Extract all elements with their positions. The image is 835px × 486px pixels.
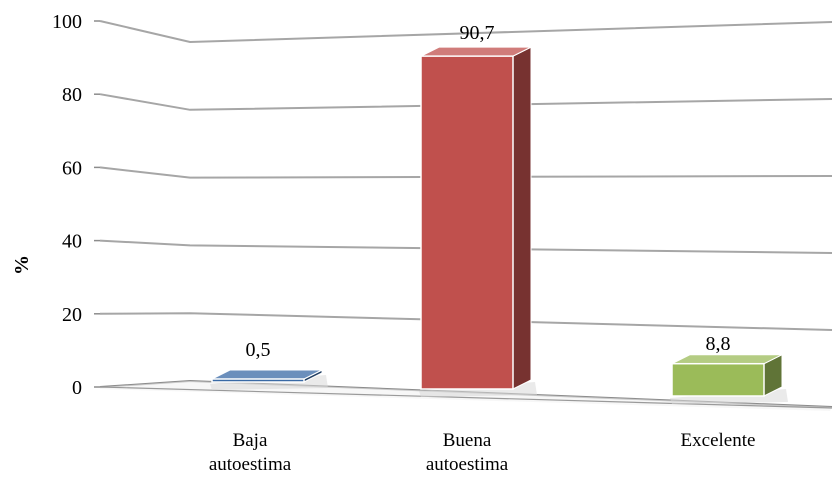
bar-3 [670,353,788,404]
gridline [99,239,833,254]
x-category-label-line: Buena [443,430,492,451]
floor-front-edge [99,386,833,409]
gridline [99,312,833,331]
bar-front [420,55,514,390]
data-label: 8,8 [706,333,731,355]
y-tick-label: 20 [62,304,82,326]
x-category-label: Baja autoestima [209,430,292,475]
x-category-label-line: Baja [233,430,268,451]
bar-top [211,369,323,380]
bar-1 [210,369,328,390]
bar-top [671,354,783,365]
y-tick-label: 100 [52,11,82,33]
y-axis-title: % [11,255,33,275]
bar-front [671,362,765,397]
bar-2 [419,46,537,397]
bar-top [420,46,532,57]
y-tick-label: 60 [62,157,82,179]
x-category-label-line: autoestima [209,454,292,475]
data-label: 0,5 [246,339,271,361]
bars [210,46,788,404]
gridline [99,166,833,179]
gridline [99,93,833,111]
x-category-label-line: Excelente [681,430,756,451]
x-category-label: Excelente [681,430,756,451]
bar-side [512,46,532,390]
y-tick-label: 40 [62,231,82,253]
gridline [99,20,833,44]
y-tick-label: 80 [62,84,82,106]
y-tick-label: 0 [72,377,82,399]
x-category-label: Buena autoestima [426,430,509,475]
data-label: 90,7 [460,22,495,44]
x-category-label-line: autoestima [426,454,509,475]
bar-front [211,378,305,383]
